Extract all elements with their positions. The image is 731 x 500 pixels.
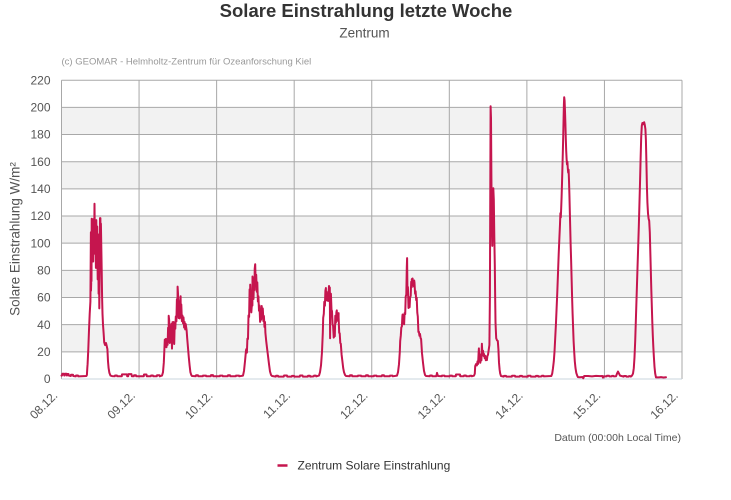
svg-text:Solare Einstrahlung W/m²: Solare Einstrahlung W/m² [8, 162, 23, 316]
svg-text:60: 60 [37, 291, 51, 305]
svg-text:Datum (00:00h Local Time): Datum (00:00h Local Time) [554, 432, 681, 444]
svg-text:0: 0 [44, 372, 51, 386]
svg-text:(c) GEOMAR - Helmholtz-Zentrum: (c) GEOMAR - Helmholtz-Zentrum für Ozean… [62, 57, 312, 68]
svg-text:140: 140 [30, 182, 50, 196]
svg-text:180: 180 [30, 128, 50, 142]
svg-text:120: 120 [30, 209, 50, 223]
svg-text:80: 80 [37, 264, 51, 278]
svg-text:40: 40 [37, 318, 51, 332]
svg-text:100: 100 [30, 236, 50, 250]
svg-text:Zentrum: Zentrum [339, 26, 389, 41]
svg-text:200: 200 [30, 101, 50, 115]
svg-text:Zentrum Solare Einstrahlung: Zentrum Solare Einstrahlung [298, 459, 451, 473]
svg-text:220: 220 [30, 73, 50, 87]
svg-text:Solare Einstrahlung letzte Woc: Solare Einstrahlung letzte Woche [220, 0, 513, 21]
svg-text:160: 160 [30, 155, 50, 169]
svg-text:20: 20 [37, 345, 51, 359]
